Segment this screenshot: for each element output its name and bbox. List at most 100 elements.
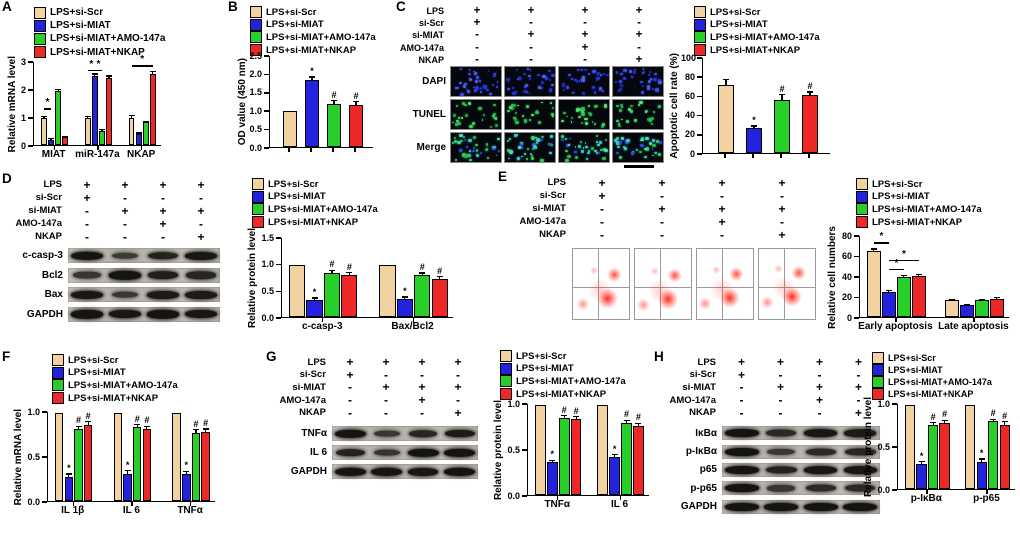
legend-item: LPS+si-MIAT+AMO-147a (250, 31, 376, 44)
chart-c: Apoptotic cell rate (%) * # #0 20 40 60 80 100 (668, 53, 836, 162)
treatment-row-label: si-Scr (299, 369, 326, 381)
x-category-label: Late apoptosis (938, 321, 1009, 332)
error-bar-cap (963, 303, 970, 305)
error-bar-cap (993, 296, 1000, 298)
sig-annotation: # (1002, 410, 1008, 421)
treatment-sign: + (737, 367, 745, 382)
cell-dot (648, 70, 652, 73)
treatment-row: NKAP - - - + (398, 54, 666, 66)
sig-bracket-label: * (879, 231, 884, 243)
cell-dot (526, 148, 529, 151)
sig-annotation: # (624, 409, 630, 420)
legend-item: LPS+si-MIAT+NKAP (34, 46, 165, 59)
cell-dot (656, 139, 660, 143)
legend-b: LPS+si-Scr LPS+si-MIAT LPS+si-MIAT+AMO-147… (250, 6, 376, 57)
cell-dot (595, 134, 598, 138)
microscopy-row: Merge (398, 132, 666, 163)
cell-dot (658, 79, 662, 82)
cell-dot (580, 107, 585, 111)
legend-swatch (872, 388, 884, 400)
cell-dot (634, 119, 637, 122)
legend-item: LPS+si-MIAT+AMO-147a (856, 203, 982, 216)
y-axis-label-text: OD value (450 nm) (237, 58, 248, 146)
error-bar-cap (623, 419, 630, 421)
cell-dot (468, 101, 472, 105)
error-bar-stem (932, 422, 934, 425)
cell-dot (507, 109, 511, 113)
legend-label: LPS+si-MIAT+NKAP (710, 44, 801, 56)
treatment-sign: + (454, 380, 462, 395)
blot-band (109, 310, 141, 319)
cell-dot (535, 136, 538, 139)
treatment-sign: - (161, 229, 165, 244)
legend-item: LPS+si-MIAT+NKAP (252, 216, 378, 229)
treatment-row: NKAP - - - + (272, 405, 476, 420)
cell-dot (567, 154, 571, 158)
blot-band (843, 466, 877, 474)
treatment-sign: + (346, 367, 354, 382)
flow-density-cloud (635, 249, 691, 319)
bar (774, 100, 790, 153)
treatment-sign: + (854, 405, 862, 420)
treatment-sign: + (778, 227, 786, 242)
treatment-row-label: NKAP (418, 54, 444, 65)
legend-swatch (856, 190, 868, 203)
cell-dot (586, 158, 589, 161)
treatment-row: LPS + + + + (398, 5, 666, 17)
cell-dot (651, 139, 655, 143)
error-bar-stem (809, 91, 811, 96)
y-tick-label: 1.0 (249, 105, 262, 116)
treatment-sign: - (739, 380, 744, 395)
cell-dot (657, 152, 661, 156)
error-bar-cap (635, 422, 642, 424)
legend-label: LPS+si-MIAT+AMO-147a (68, 379, 178, 391)
legend-swatch (250, 44, 262, 57)
legend-item: LPS+si-MIAT (856, 190, 982, 204)
treatment-sign: + (718, 201, 726, 216)
legend-item: LPS+si-MIAT+AMO-147a (34, 32, 165, 45)
cell-dot (619, 83, 623, 87)
cell-dot (565, 138, 567, 140)
cell-dot (646, 86, 650, 90)
blot-row: p65 (660, 461, 880, 479)
treatment-sign: - (384, 405, 388, 420)
legend-label: LPS+si-Scr (872, 178, 923, 190)
y-axis-label: Relative mRNA level (6, 56, 19, 152)
error-bar-cap (98, 129, 105, 131)
treatment-sign: - (161, 190, 165, 205)
legend-label: LPS+si-Scr (516, 350, 567, 362)
cell-dot (507, 81, 510, 84)
blot-band (724, 429, 759, 438)
blot-band (334, 429, 366, 438)
treatment-sign: - (780, 214, 784, 229)
error-bar-cap (75, 425, 82, 427)
sig-annotation: * (403, 286, 407, 297)
treatment-sign: - (720, 188, 724, 203)
blot-band (804, 429, 838, 438)
cell-dot (522, 89, 527, 93)
bar (597, 404, 609, 495)
treatment-sign: - (475, 53, 479, 66)
bar (414, 275, 431, 317)
sig-bracket-line (94, 69, 102, 72)
blot-band (70, 310, 104, 319)
treatment-sign: + (121, 177, 129, 192)
blot-band (764, 502, 799, 511)
microscopy-image (612, 66, 664, 97)
cell-dot (561, 138, 564, 141)
treatment-sign: - (529, 53, 533, 66)
error-bar-cap (1001, 421, 1008, 423)
treatment-row: si-MIAT - + + + (398, 29, 666, 41)
y-tick-label: 2 (20, 84, 26, 95)
blot-band (409, 429, 438, 438)
treatment-row: AMO-147a - - + - (660, 393, 878, 407)
cell-dot (624, 147, 627, 150)
x-category-label: miR-147a (75, 149, 120, 160)
bar (323, 272, 341, 317)
panel-label-c: C (396, 0, 406, 14)
cell-dot (618, 123, 621, 125)
cell-dot (578, 80, 581, 82)
panel-label-a: A (2, 0, 12, 14)
microscopy-image (612, 99, 664, 130)
blot-g: TNFα IL 6 GAPDH (272, 424, 478, 481)
